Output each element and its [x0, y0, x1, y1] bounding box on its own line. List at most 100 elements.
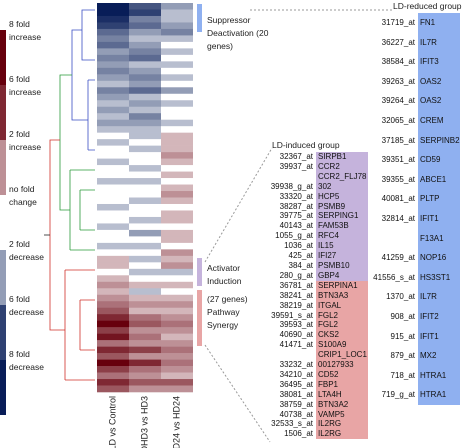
heatmap-cell — [161, 28, 193, 36]
heatmap-cell — [97, 93, 129, 101]
ld-reduced-table: 31719_at FN1 36227_at IL7R 38584_at IFIT3 3926… — [350, 13, 460, 405]
heatmap-cell — [129, 178, 161, 185]
legend-label: 8 fold increase — [9, 19, 42, 42]
gene-name: CREM — [418, 110, 460, 131]
probe-id: 40081_at — [381, 194, 415, 204]
heatmap-cell — [129, 340, 161, 347]
heatmap-cell — [129, 15, 161, 23]
heatmap-cell — [161, 340, 193, 347]
heatmap-cell — [129, 385, 161, 393]
gene-name: HS3ST1 — [418, 267, 460, 288]
heatmap-cell — [129, 158, 161, 166]
heatmap-cell — [129, 236, 161, 244]
heatmap-cell — [97, 3, 129, 10]
probe-id: 32065_at — [381, 115, 415, 125]
legend-label: no fold change — [9, 184, 37, 207]
heatmap-cell — [97, 113, 129, 120]
gene-name: PSMB9 — [316, 201, 368, 212]
heatmap-cell — [161, 268, 193, 276]
gene-name: IL7R — [418, 287, 460, 307]
heatmap-cell — [129, 223, 161, 231]
heatmap-cell — [97, 74, 129, 82]
probe-id: 33320_at — [279, 191, 313, 201]
heatmap-cell — [129, 61, 161, 69]
legend-swatch — [0, 305, 6, 360]
heatmap-cell — [161, 67, 193, 75]
heatmap-cell — [129, 327, 161, 334]
table-row: 1055_g_at RFC4 — [262, 231, 368, 242]
heatmap-cell — [129, 314, 161, 321]
heatmap-cell — [97, 145, 129, 153]
gene-name: BTN3A2 — [316, 399, 368, 410]
probe-id: 39591_s_at — [271, 310, 313, 320]
gene-name: HTRA1 — [418, 385, 460, 405]
table-row: 32533_s_at IL2RG — [262, 419, 368, 430]
heatmap-cell — [97, 87, 129, 95]
heatmap-cell — [97, 54, 129, 62]
probe-id: 39938_g_at — [270, 181, 313, 191]
gene-name: VAMP5 — [316, 409, 368, 420]
heatmap-cell — [129, 41, 161, 49]
heatmap-cell — [129, 54, 161, 62]
column-label: LDHD24 vs HD24 — [171, 396, 181, 448]
probe-id: 32367_at — [279, 152, 313, 161]
table-row: 38081_at LTA4H — [262, 389, 368, 400]
legend-label: 6 fold decrease — [9, 294, 44, 317]
probe-id: 38081_at — [279, 389, 313, 399]
heatmap-cell — [161, 87, 193, 95]
heatmap-cell — [97, 255, 129, 263]
heatmap-cell — [161, 184, 193, 192]
column-label: LD vs Control — [107, 396, 117, 448]
heatmap-cell — [161, 236, 193, 244]
heatmap-cell — [97, 249, 129, 257]
heatmap-cell — [129, 126, 161, 133]
heatmap-cell — [161, 139, 193, 146]
heatmap-cell — [97, 301, 129, 309]
heatmap-cell — [129, 379, 161, 386]
probe-id: 1036_at — [284, 241, 313, 251]
heatmap-cell — [161, 281, 193, 289]
gene-name: IFIT2 — [418, 306, 460, 327]
heatmap-cell — [161, 210, 193, 218]
gene-name: IL7R — [418, 32, 460, 53]
table-row: 33232_at CRIP1_LOC100127933 — [262, 350, 368, 370]
heatmap-cell — [97, 126, 129, 133]
heatmap-cell — [129, 353, 161, 360]
heatmap-cell — [97, 191, 129, 198]
probe-id: 39937_at — [279, 161, 313, 171]
gene-name: SERPINA1 — [316, 280, 368, 291]
heatmap-cell — [129, 262, 161, 270]
heatmap-cell — [129, 249, 161, 257]
heatmap-cell — [161, 54, 193, 62]
heatmap-cell — [129, 191, 161, 198]
heatmap-cell — [161, 333, 193, 341]
gene-name: OAS2 — [418, 91, 460, 111]
heatmap-cell — [161, 301, 193, 309]
legend-swatch — [0, 195, 6, 250]
gene-name: CRIP1_LOC100127933 — [316, 350, 368, 370]
activator-bar — [197, 258, 202, 286]
heatmap-cell — [129, 216, 161, 224]
gene-name: IL15 — [316, 241, 368, 252]
probe-id: 38759_at — [279, 399, 313, 409]
heatmap-cell — [161, 223, 193, 231]
table-row: 384_at PSMB10 — [262, 260, 368, 271]
heatmap-cell — [97, 80, 129, 88]
heatmap-cell — [129, 48, 161, 56]
table-row: 36495_at FBP1 — [262, 379, 368, 390]
legend-swatch — [0, 250, 6, 305]
table-row: 32065_at CREM — [350, 110, 460, 131]
column-label: LDHD3 vs HD3 — [139, 396, 149, 448]
heatmap-cell — [97, 106, 129, 114]
heatmap-cell — [129, 255, 161, 263]
heatmap-cell — [97, 359, 129, 367]
table-row: 32367_at SIRPB1 — [262, 152, 368, 162]
legend-swatch — [0, 85, 6, 140]
probe-id: 39351_at — [381, 155, 415, 165]
heatmap-cell — [97, 333, 129, 341]
probe-id: 1055_g_at — [275, 231, 313, 241]
gene-name: FGL2 — [316, 310, 368, 321]
gene-name: SERPINB2 — [418, 130, 460, 151]
gene-name: SIRPB1 — [316, 152, 368, 162]
